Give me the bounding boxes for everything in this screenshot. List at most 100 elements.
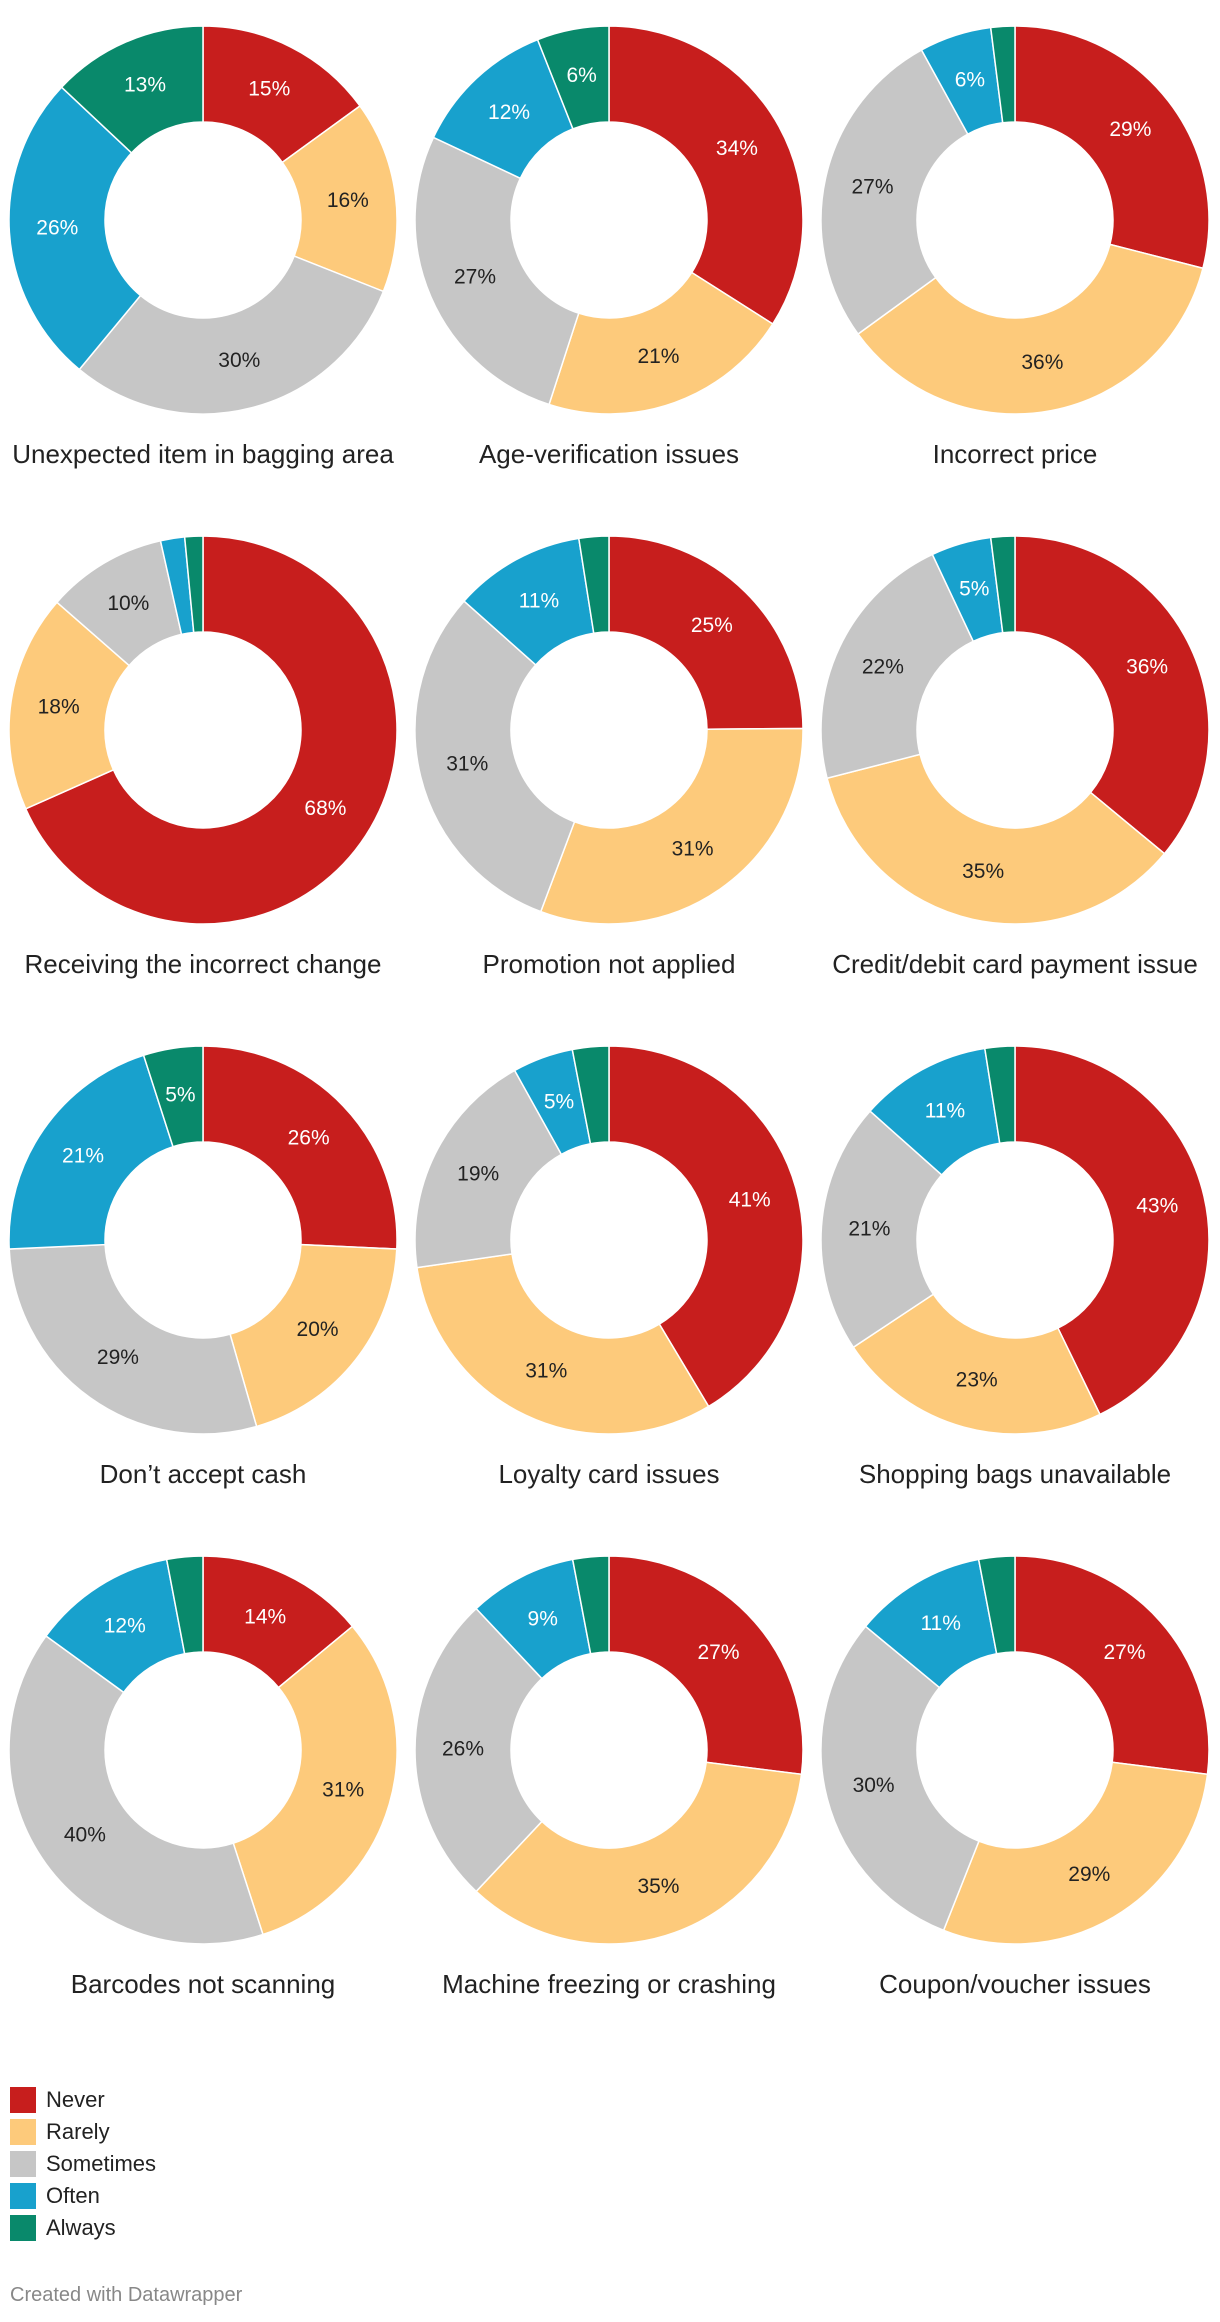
slice-label-sometimes: 30%: [853, 1774, 895, 1797]
slice-label-sometimes: 10%: [107, 592, 149, 615]
slice-rarely: [232, 1625, 398, 1936]
slice-label-never: 25%: [691, 614, 733, 637]
slice-label-often: 21%: [62, 1144, 104, 1167]
slice-label-never: 43%: [1136, 1195, 1178, 1218]
slice-label-often: 26%: [36, 217, 78, 240]
chart-title: Incorrect price: [932, 439, 1098, 469]
legend-item-rarely: Rarely: [10, 2116, 156, 2148]
slice-label-always: 6%: [566, 64, 596, 87]
donut-svg: 15% 16% 30% 26% 13%: [8, 25, 398, 415]
slice-label-never: 14%: [244, 1605, 286, 1628]
slice-label-never: 27%: [1104, 1641, 1146, 1664]
slice-often: [8, 1054, 174, 1250]
donut-svg: 43% 23% 21% 11%: [820, 1045, 1210, 1435]
slice-label-always: 13%: [124, 74, 166, 97]
legend-swatch: [10, 2151, 36, 2177]
slice-never: [24, 535, 398, 925]
chart-title: Loyalty card issues: [498, 1459, 720, 1489]
slice-rarely: [416, 1253, 710, 1435]
donut-chart: 41% 31% 19% 5% Loyalty card issues: [406, 1030, 812, 1530]
slice-rarely: [548, 271, 774, 415]
slice-sometimes: [820, 1110, 943, 1349]
slice-sometimes: [820, 48, 969, 336]
donut-svg: 68% 18% 10%: [8, 535, 398, 925]
slice-often: [8, 86, 142, 371]
slice-always: [989, 25, 1016, 124]
slice-always: [989, 535, 1016, 634]
slice-always: [165, 1555, 204, 1655]
donut-svg: 34% 21% 27% 12% 6%: [414, 25, 804, 415]
slice-label-rarely: 29%: [1068, 1863, 1110, 1886]
legend-swatch: [10, 2183, 36, 2209]
slice-always: [577, 535, 610, 635]
slice-never: [608, 1045, 804, 1408]
slice-always: [983, 1045, 1016, 1145]
slice-never: [1014, 1045, 1210, 1416]
donut-chart: 14% 31% 40% 12% Barcodes not scanning: [0, 1540, 406, 2040]
slice-always: [536, 25, 610, 130]
slice-never: [608, 535, 804, 730]
slice-never: [1014, 535, 1210, 855]
slice-label-never: 27%: [698, 1641, 740, 1664]
slice-rarely: [539, 727, 804, 925]
slice-label-never: 41%: [729, 1189, 771, 1212]
donut-chart: 43% 23% 21% 11% Shopping bags unavailable: [812, 1030, 1218, 1530]
chart-title: Unexpected item in bagging area: [12, 439, 394, 469]
slice-label-rarely: 35%: [962, 860, 1004, 883]
donut-chart: 29% 36% 27% 6% Incorrect price: [812, 10, 1218, 510]
slice-label-rarely: 35%: [637, 1875, 679, 1898]
legend-item-sometimes: Sometimes: [10, 2148, 156, 2180]
slice-label-rarely: 31%: [322, 1778, 364, 1801]
slice-label-often: 5%: [544, 1090, 574, 1113]
donut-svg: 25% 31% 31% 11%: [414, 535, 804, 925]
slice-rarely: [826, 753, 1166, 925]
donut-chart-grid: 15% 16% 30% 26% 13% Unexpected item in baggin…: [0, 10, 1218, 2040]
slice-label-never: 26%: [288, 1127, 330, 1150]
slice-label-often: 11%: [920, 1612, 960, 1635]
legend-item-always: Always: [10, 2212, 156, 2244]
slice-sometimes: [414, 1607, 543, 1893]
donut-chart: 68% 18% 10% Receiving the incorrect change: [0, 520, 406, 1020]
chart-title: Credit/debit card payment issue: [832, 949, 1198, 979]
slice-label-often: 6%: [955, 69, 985, 92]
slice-never: [1014, 1555, 1210, 1776]
slice-label-often: 11%: [925, 1099, 965, 1122]
donut-chart: 27% 35% 26% 9% Machine freezing or crashing: [406, 1540, 812, 2040]
slice-sometimes: [8, 1634, 264, 1945]
slice-label-sometimes: 27%: [852, 176, 894, 199]
donut-chart: 27% 29% 30% 11% Coupon/voucher issues: [812, 1540, 1218, 2040]
legend-swatch: [10, 2087, 36, 2113]
slice-label-rarely: 16%: [327, 189, 369, 212]
slice-always: [142, 1045, 204, 1148]
slice-label-sometimes: 30%: [218, 349, 260, 372]
slice-rarely: [8, 601, 131, 810]
legend-swatch: [10, 2215, 36, 2241]
slice-label-sometimes: 27%: [454, 266, 496, 289]
slice-label-sometimes: 22%: [862, 655, 904, 678]
slice-rarely: [281, 104, 398, 293]
legend-item-often: Often: [10, 2180, 156, 2212]
legend-label: Never: [46, 2087, 105, 2112]
slice-sometimes: [78, 255, 385, 415]
slice-label-rarely: 23%: [956, 1368, 998, 1391]
donut-svg: 41% 31% 19% 5%: [414, 1045, 804, 1435]
slice-label-sometimes: 19%: [457, 1163, 499, 1186]
slice-label-sometimes: 29%: [97, 1346, 139, 1369]
slice-always: [60, 25, 204, 154]
donut-svg: 27% 29% 30% 11%: [820, 1555, 1210, 1945]
legend-label: Always: [46, 2215, 116, 2240]
slice-label-rarely: 31%: [672, 837, 714, 860]
credit-text: Created with Datawrapper: [10, 2284, 243, 2306]
donut-chart: 25% 31% 31% 11% Promotion not applied: [406, 520, 812, 1020]
slice-never: [1014, 25, 1210, 270]
donut-chart: 36% 35% 22% 5% Credit/debit card payment iss…: [812, 520, 1218, 1020]
slice-label-sometimes: 40%: [64, 1823, 106, 1846]
legend-label: Often: [46, 2183, 100, 2208]
slice-rarely: [942, 1761, 1209, 1945]
chart-title: Age-verification issues: [478, 439, 740, 469]
slice-label-never: 29%: [1109, 118, 1151, 141]
slice-label-sometimes: 31%: [446, 753, 488, 776]
slice-label-often: 11%: [519, 589, 559, 612]
donut-svg: 27% 35% 26% 9%: [414, 1555, 804, 1945]
slice-label-never: 36%: [1126, 655, 1168, 678]
